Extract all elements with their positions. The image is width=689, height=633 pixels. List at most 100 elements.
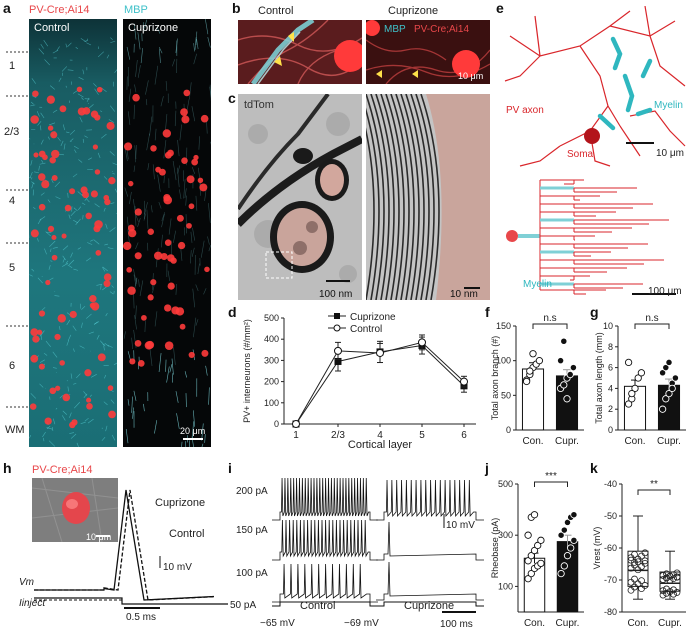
- g-point: [658, 369, 667, 377]
- control-zoom: [237, 17, 366, 86]
- d-ytick-label: 200: [264, 377, 279, 387]
- j-ytick-label: 100: [498, 581, 513, 591]
- panel-c-em-right: [366, 94, 490, 300]
- k-point: [638, 577, 645, 585]
- panel-b-cuprizone-image: [364, 20, 491, 85]
- panel-c-label: c: [228, 90, 236, 106]
- j-ytick-label: 500: [498, 479, 513, 489]
- j-point: [570, 536, 578, 544]
- k-ytick-label: -50: [604, 511, 617, 521]
- panel-a-legend-red: PV-Cre;Ai14: [29, 4, 90, 16]
- g-point: [631, 384, 639, 393]
- k-sig-bracket: [637, 489, 671, 495]
- panel-i-current-150: 150 pA: [236, 525, 268, 536]
- d-ytick-label: 300: [264, 355, 279, 365]
- d-point-control: [334, 346, 342, 355]
- f-point: [560, 337, 568, 345]
- j-point: [563, 518, 572, 527]
- g-point: [665, 358, 673, 367]
- g-ytick-label: 0: [608, 425, 613, 435]
- panel-c-right-scale: 10 nm: [450, 289, 478, 300]
- d-ytick-label: 0: [274, 419, 279, 429]
- f-point: [563, 395, 571, 403]
- g-point: [662, 363, 670, 372]
- panel-c-left-scale: 100 nm: [319, 289, 353, 300]
- panel-i-time-scale: 100 ms: [440, 619, 473, 630]
- panel-b-mbp-label: MBP: [384, 24, 406, 35]
- d-legend-control: Control: [350, 324, 382, 335]
- i-cuprizone-200: [376, 479, 484, 521]
- k-point: [641, 557, 649, 565]
- k-point: [659, 571, 667, 579]
- panel-b-scale: 10 μm: [458, 71, 484, 81]
- j-xtick-label: Con.: [524, 618, 545, 629]
- panel-a-right-title: Cuprizone: [128, 22, 179, 34]
- panel-h-label: h: [3, 460, 12, 476]
- k-point: [673, 573, 681, 581]
- g-point: [671, 374, 680, 382]
- i-cuprizone-inject: [376, 601, 484, 607]
- j-point: [530, 511, 539, 519]
- k-point: [670, 586, 677, 594]
- k-point: [659, 591, 667, 599]
- panel-b-label: b: [232, 0, 241, 16]
- j-point: [560, 526, 568, 534]
- panel-a-label: a: [3, 0, 11, 16]
- d-legend-cuprizone: Cuprizone: [350, 312, 396, 323]
- f-ytick-label: 150: [496, 321, 511, 331]
- g-point: [624, 400, 633, 408]
- g-sig-bracket: [634, 323, 670, 329]
- panel-i-current-50: 50 pA: [230, 600, 257, 611]
- panel-a-legend-cyan: MBP: [124, 4, 148, 16]
- panel-i-cuprizone-label: Cuprizone: [404, 600, 455, 612]
- g-ytick-label: 4: [608, 383, 613, 393]
- panel-h-spike-trace: [34, 489, 228, 609]
- f-point: [569, 363, 578, 372]
- g-xtick-label: Con.: [624, 436, 645, 447]
- layer-4-label: 4: [9, 195, 16, 207]
- dendro-soma: [506, 230, 518, 242]
- j-point: [527, 552, 535, 560]
- panel-i-vrest-cuprizone: −69 mV: [344, 618, 379, 629]
- k-point: [627, 556, 635, 564]
- layer-dividers: [6, 51, 28, 408]
- spike-cuprizone: [34, 489, 215, 601]
- i-control-150: [272, 519, 378, 561]
- k-point: [627, 586, 635, 594]
- k-ytick-label: -70: [604, 575, 617, 585]
- em-myelin-lamellae: [366, 94, 490, 300]
- panel-j-chart: 100 300 500 Rheobase (pA) Con. Cupr. ***: [490, 471, 584, 629]
- j-point: [530, 546, 539, 555]
- k-xtick-label: Cupr.: [658, 618, 682, 629]
- j-ytick-label: 300: [498, 530, 513, 540]
- panel-h-vm-label: Vm: [19, 577, 34, 588]
- j-ylabel: Rheobase (pA): [490, 518, 500, 579]
- g-point: [658, 405, 667, 413]
- i-control-100: [272, 563, 378, 603]
- j-point: [534, 541, 542, 550]
- panel-e-soma: Soma: [567, 149, 594, 160]
- f-sig-bracket: [532, 323, 568, 329]
- panel-e-scale-top-bar: [626, 142, 654, 144]
- k-ytick-label: -80: [604, 607, 617, 617]
- f-point: [529, 350, 537, 358]
- d-point-control: [460, 377, 468, 386]
- d-point-control: [376, 348, 384, 357]
- j-point: [537, 559, 545, 568]
- g-ytick-label: 6: [608, 363, 613, 373]
- k-point: [634, 558, 642, 566]
- d-xtick-label: 1: [293, 430, 299, 441]
- panel-i-current-100: 100 pA: [236, 568, 268, 579]
- panel-b-right-title: Cuprizone: [388, 5, 439, 17]
- layer-23-label: 2/3: [4, 126, 20, 138]
- k-point: [663, 585, 670, 593]
- panel-h-cell-image: [32, 478, 118, 542]
- layer-1-label: 1: [9, 60, 16, 72]
- k-point: [641, 559, 649, 567]
- panel-d-label: d: [228, 304, 237, 320]
- g-point: [634, 374, 642, 382]
- panel-i-control-label: Control: [300, 600, 336, 612]
- g-point: [628, 389, 636, 398]
- panel-d-chart: 0 100 200 300 400 500 1 2/3 4 5 6 PV+ interneurons …: [242, 312, 476, 451]
- g-ytick-label: 2: [608, 404, 613, 414]
